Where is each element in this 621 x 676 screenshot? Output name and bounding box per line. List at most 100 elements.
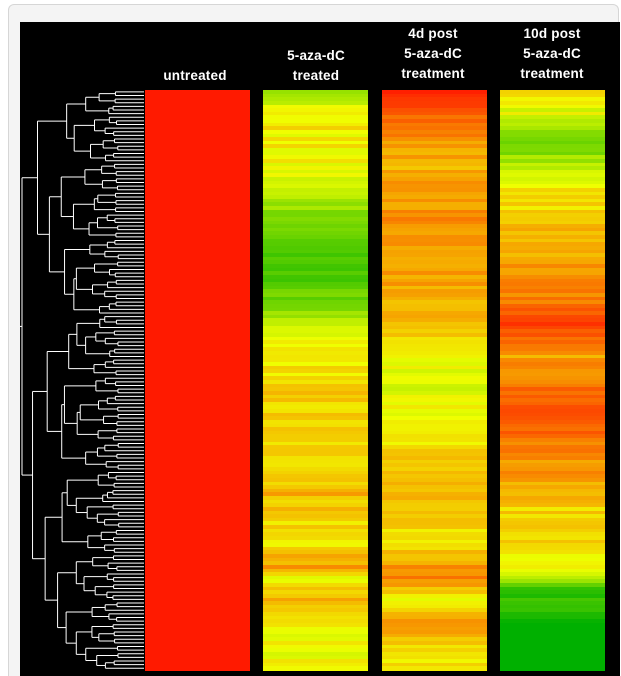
heatmap-cell xyxy=(263,245,368,251)
heatmap-cell xyxy=(500,289,605,294)
heatmap-cell xyxy=(263,401,368,406)
heatmap-cell xyxy=(263,593,368,599)
heatmap-cell xyxy=(500,155,605,160)
heatmap-cell xyxy=(382,282,487,287)
heatmap-cell xyxy=(500,521,605,526)
heatmap-cell xyxy=(500,140,605,145)
heatmap-cell xyxy=(145,133,250,138)
heatmap-cell xyxy=(382,506,487,512)
heatmap-cell xyxy=(500,586,605,591)
heatmap-cell xyxy=(500,209,605,214)
column-label-line: 5-aza-dC xyxy=(523,46,581,61)
heatmap-cell xyxy=(263,122,368,127)
heatmap-cell xyxy=(263,532,368,537)
heatmap-cell xyxy=(263,409,368,414)
heatmap-cell xyxy=(500,282,605,287)
heatmap-cell xyxy=(382,590,487,595)
heatmap-cell xyxy=(500,554,605,559)
heatmap-cell xyxy=(382,322,487,327)
heatmap-cell xyxy=(263,459,368,464)
heatmap-cell xyxy=(382,626,487,631)
heatmap-cell xyxy=(382,206,487,211)
heatmap-cell xyxy=(145,322,250,327)
column-label-line: untreated xyxy=(163,68,227,83)
heatmap-cell xyxy=(145,289,250,294)
heatmap-cell xyxy=(263,626,368,631)
heatmap-cell xyxy=(145,314,250,319)
heatmap-cell xyxy=(145,659,250,664)
heatmap-cell xyxy=(263,525,368,530)
heatmap-cell xyxy=(145,448,250,454)
heatmap-column-treated xyxy=(263,90,368,671)
heatmap-cell xyxy=(263,235,368,240)
heatmap-cell xyxy=(500,224,605,229)
column-label-line: 10d post xyxy=(523,26,581,41)
heatmap-cell xyxy=(500,177,605,182)
heatmap-cell xyxy=(263,90,368,95)
heatmap-cell xyxy=(263,416,368,421)
heatmap-cell xyxy=(382,525,487,530)
heatmap-cell xyxy=(263,666,368,671)
heatmap-cell xyxy=(500,267,605,272)
heatmap-cell xyxy=(145,343,250,348)
heatmap-cell xyxy=(263,361,368,367)
heatmap-cell xyxy=(263,383,368,388)
heatmap-cell xyxy=(263,318,368,323)
heatmap-cell xyxy=(263,496,368,501)
heatmap-cell xyxy=(382,608,487,613)
heatmap-cell xyxy=(263,387,368,392)
heatmap-cell xyxy=(145,358,250,363)
heatmap-cell xyxy=(263,662,368,667)
heatmap-cell xyxy=(382,133,487,138)
heatmap-cell xyxy=(500,332,605,338)
heatmap-cell xyxy=(145,224,250,229)
heatmap-cell xyxy=(500,514,605,519)
heatmap-cell xyxy=(382,227,487,232)
heatmap-cell xyxy=(145,97,250,102)
heatmap-cell xyxy=(500,441,605,446)
heatmap-cell xyxy=(500,235,605,240)
heatmap-cell xyxy=(382,144,487,149)
heatmap-cell xyxy=(500,448,605,454)
heatmap-cell xyxy=(263,543,368,548)
heatmap-cell xyxy=(145,100,250,106)
heatmap-cell xyxy=(382,532,487,537)
heatmap-cell xyxy=(500,564,605,570)
heatmap-cell xyxy=(500,249,605,254)
heatmap-cell xyxy=(382,332,487,338)
heatmap-cell xyxy=(500,296,605,301)
heatmap-cell xyxy=(145,144,250,149)
heatmap-cell xyxy=(145,662,250,667)
heatmap-cell xyxy=(500,467,605,472)
heatmap-cell xyxy=(263,630,368,635)
heatmap-cell xyxy=(145,198,250,203)
heatmap-cell xyxy=(500,293,605,298)
heatmap-cell xyxy=(263,485,368,490)
heatmap-cell xyxy=(500,383,605,388)
heatmap-cell xyxy=(382,557,487,562)
heatmap-cell xyxy=(382,104,487,109)
heatmap-cell xyxy=(263,619,368,624)
heatmap-cell xyxy=(382,488,487,493)
heatmap-cell xyxy=(145,470,250,475)
heatmap-cell xyxy=(382,394,487,399)
heatmap-cell xyxy=(500,256,605,261)
heatmap-cell xyxy=(382,325,487,330)
heatmap-cell xyxy=(145,481,250,486)
heatmap-cell xyxy=(500,93,605,98)
heatmap-cell xyxy=(145,137,250,142)
heatmap-cell xyxy=(382,633,487,638)
heatmap-cell xyxy=(145,564,250,570)
heatmap-cell xyxy=(263,322,368,327)
heatmap-cell xyxy=(145,593,250,599)
heatmap-cell xyxy=(145,195,250,200)
heatmap-cell xyxy=(263,561,368,566)
heatmap-cell xyxy=(500,314,605,319)
heatmap-cell xyxy=(145,155,250,160)
heatmap-cell xyxy=(263,206,368,211)
heatmap-cell xyxy=(382,119,487,124)
heatmap-cell xyxy=(382,151,487,156)
heatmap-cell xyxy=(500,343,605,348)
heatmap-cell xyxy=(382,238,487,243)
heatmap-cell xyxy=(382,477,487,483)
